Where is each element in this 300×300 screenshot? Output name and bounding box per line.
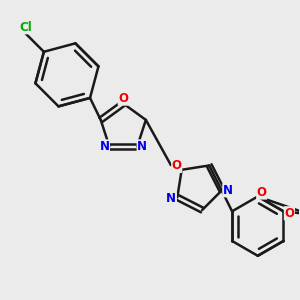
Text: N: N — [99, 140, 110, 153]
Text: O: O — [257, 186, 267, 199]
Text: O: O — [118, 92, 128, 105]
Text: O: O — [284, 207, 294, 220]
Text: N: N — [167, 192, 176, 205]
Text: O: O — [172, 159, 182, 172]
Text: N: N — [137, 140, 147, 153]
Text: Cl: Cl — [19, 21, 32, 34]
Text: N: N — [223, 184, 233, 197]
